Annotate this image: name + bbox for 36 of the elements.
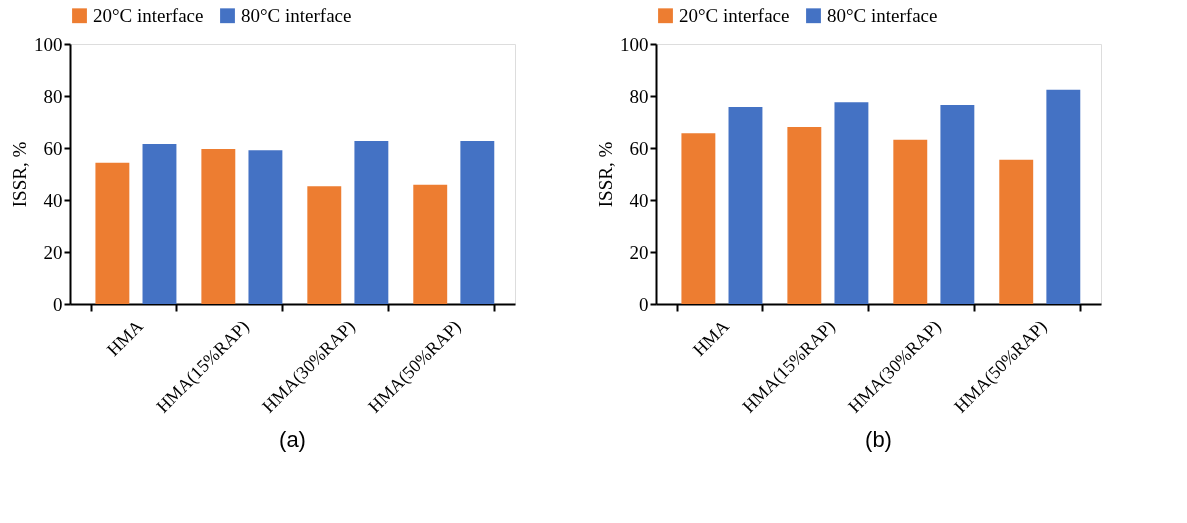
y-axis-title: ISSR, % (9, 141, 30, 208)
bar (354, 140, 389, 304)
legend-label: 80°C interface (241, 4, 352, 26)
bar (460, 140, 495, 304)
y-tick-label: 80 (629, 85, 649, 107)
bar (1046, 89, 1081, 304)
bar (681, 133, 716, 304)
y-tick-label: 20 (43, 241, 63, 263)
y-tick-label: 60 (43, 137, 63, 159)
bar (940, 105, 975, 304)
legend-label: 20°C interface (93, 4, 204, 26)
bar (999, 159, 1034, 304)
y-tick-label: 40 (629, 189, 649, 211)
y-tick-label: 0 (53, 293, 63, 315)
bar (95, 162, 130, 304)
text: (a) (279, 427, 306, 452)
y-tick-label: 20 (629, 241, 649, 263)
bar (307, 186, 342, 304)
bar (413, 184, 448, 304)
y-tick-label: 80 (43, 85, 63, 107)
bar (201, 149, 236, 304)
y-axis-title: ISSR, % (595, 141, 616, 208)
y-tick-label: 40 (43, 189, 63, 211)
legend-label: 80°C interface (827, 4, 938, 26)
legend-label: 20°C interface (679, 4, 790, 26)
bar (248, 150, 283, 304)
bar (834, 102, 869, 304)
text: (b) (865, 427, 892, 452)
y-tick-label: 60 (629, 137, 649, 159)
bar (787, 126, 822, 304)
y-tick-label: 100 (34, 33, 63, 55)
bar (142, 144, 177, 304)
bar (728, 106, 763, 304)
bar (893, 139, 928, 304)
y-tick-label: 100 (620, 33, 649, 55)
y-tick-label: 0 (639, 293, 649, 315)
